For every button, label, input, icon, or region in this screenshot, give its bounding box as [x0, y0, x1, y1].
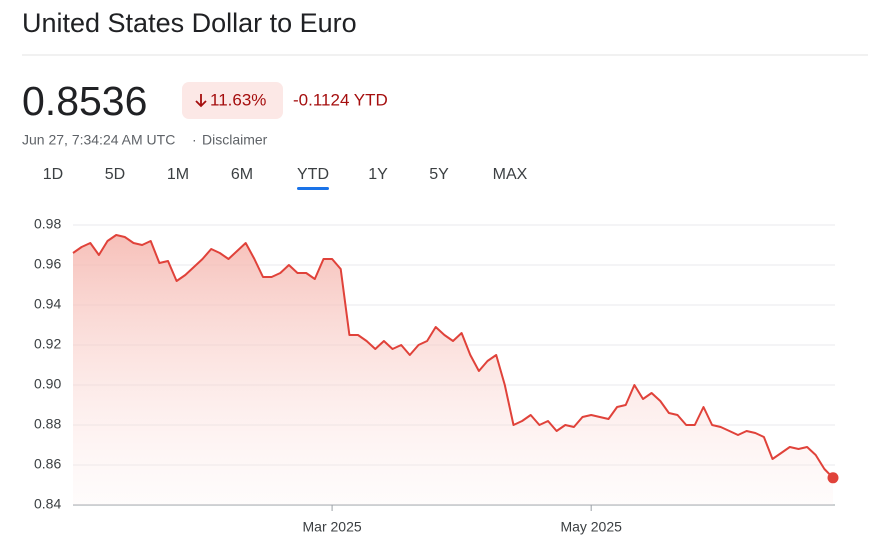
last-point: [827, 472, 839, 484]
y-tick-label: 0.88: [34, 416, 61, 432]
range-tab[interactable]: YTD: [297, 166, 329, 183]
separator: ·: [192, 132, 197, 148]
range-tab[interactable]: 1D: [43, 166, 63, 183]
y-tick-label: 0.94: [34, 296, 61, 312]
y-tick-label: 0.96: [34, 256, 61, 272]
active-tab-underline: [297, 187, 329, 190]
chart: 0.84 0.86 0.88 0.90 0.92 0.94 0.96 0.98 Mar 2025…: [34, 216, 839, 535]
y-tick-label: 0.84: [34, 496, 61, 512]
area-fill: [73, 235, 833, 505]
down-arrow: [195, 94, 207, 108]
price: 0.8536: [22, 78, 147, 124]
disclaimer-link[interactable]: Disclaimer: [202, 132, 268, 148]
range-tabs: 1D 5D 1M 6M YTD 1Y 5Y MAX: [43, 166, 528, 190]
y-tick-label: 0.86: [34, 456, 61, 472]
range-tab[interactable]: MAX: [493, 166, 528, 183]
y-tick-label: 0.98: [34, 216, 61, 232]
timestamp: Jun 27, 7:34:24 AM UTC: [22, 132, 175, 148]
change-badge: [182, 82, 283, 119]
range-tab[interactable]: 5D: [105, 166, 125, 183]
range-tab[interactable]: 6M: [231, 166, 253, 183]
page-title: United States Dollar to Euro: [22, 8, 357, 38]
range-tab[interactable]: 1Y: [368, 166, 388, 183]
range-tab[interactable]: 5Y: [429, 166, 449, 183]
y-tick-label: 0.92: [34, 336, 61, 352]
change-value: -0.1124 YTD: [293, 90, 388, 109]
x-tick-label: May 2025: [560, 519, 622, 535]
y-tick-label: 0.90: [34, 376, 61, 392]
price-line: [72, 234, 834, 479]
range-tab[interactable]: 1M: [167, 166, 189, 183]
x-tick-label: Mar 2025: [303, 519, 362, 535]
change-percent: 11.63%: [210, 90, 266, 109]
